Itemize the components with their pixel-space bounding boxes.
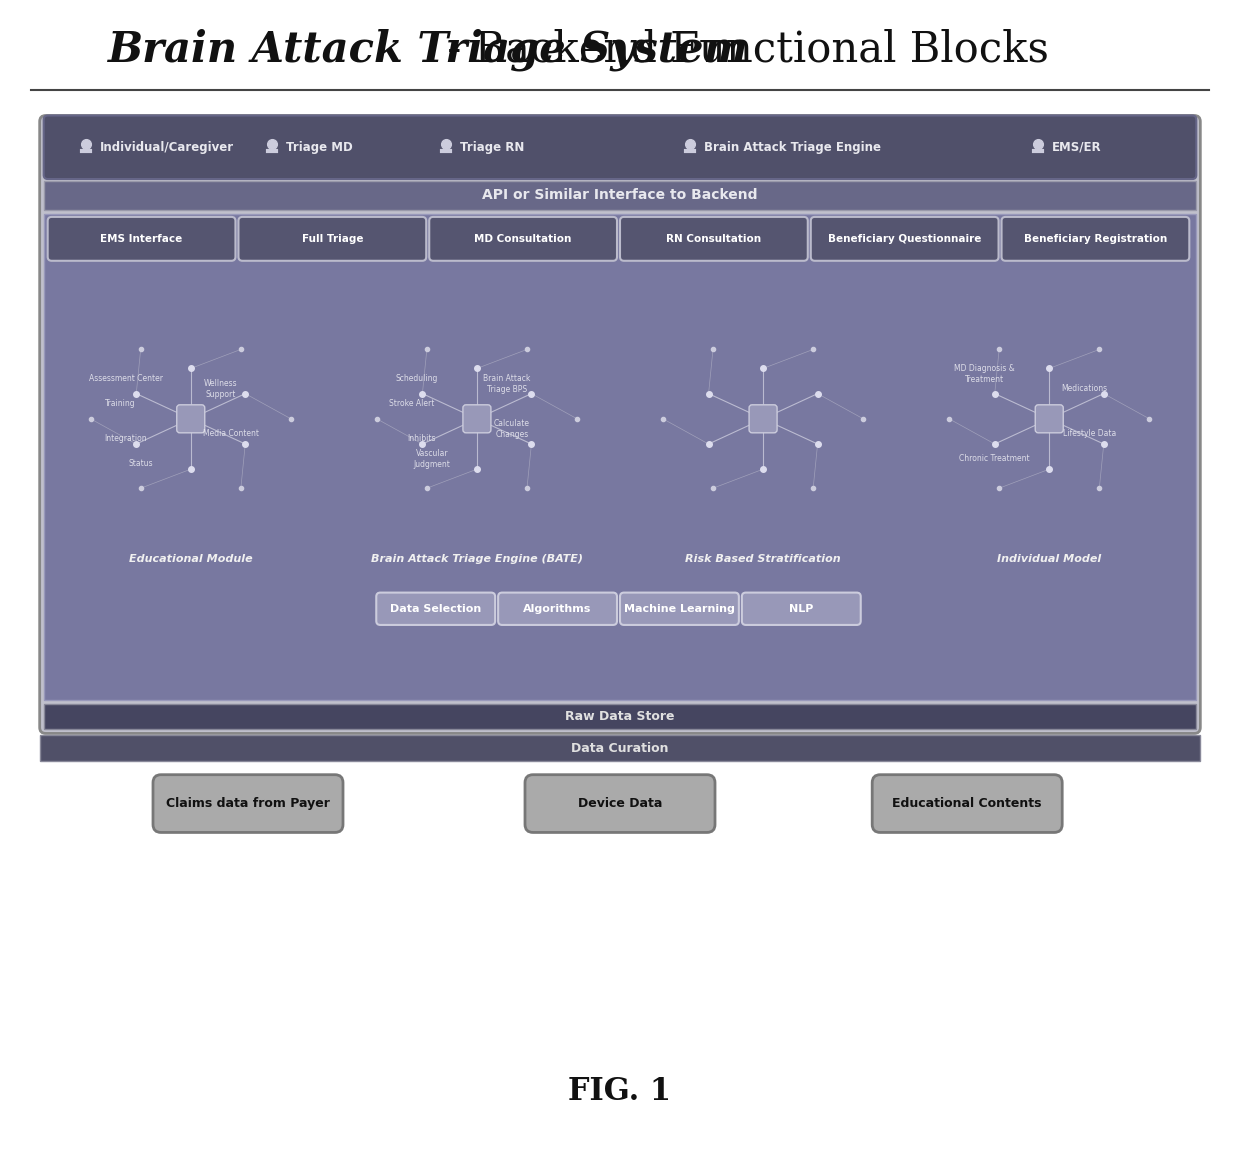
Text: Media Content: Media Content bbox=[203, 430, 259, 438]
Text: Educational Contents: Educational Contents bbox=[893, 797, 1042, 810]
Bar bbox=[43, 214, 1197, 700]
FancyBboxPatch shape bbox=[43, 116, 1197, 179]
FancyBboxPatch shape bbox=[620, 217, 807, 261]
FancyBboxPatch shape bbox=[40, 116, 1200, 733]
FancyBboxPatch shape bbox=[498, 593, 618, 625]
Text: Individual/Caregiver: Individual/Caregiver bbox=[100, 141, 234, 154]
FancyBboxPatch shape bbox=[177, 404, 205, 433]
Text: Triage RN: Triage RN bbox=[460, 141, 525, 154]
Text: API or Similar Interface to Backend: API or Similar Interface to Backend bbox=[482, 188, 758, 202]
Text: Beneficiary Questionnaire: Beneficiary Questionnaire bbox=[828, 233, 981, 244]
Text: Beneficiary Registration: Beneficiary Registration bbox=[1024, 233, 1167, 244]
Text: Vascular
Judgment: Vascular Judgment bbox=[413, 449, 450, 469]
FancyBboxPatch shape bbox=[742, 593, 861, 625]
FancyBboxPatch shape bbox=[47, 217, 236, 261]
Text: MD Consultation: MD Consultation bbox=[475, 233, 572, 244]
Bar bbox=[43, 181, 1197, 210]
Text: Stroke Alert: Stroke Alert bbox=[389, 400, 434, 409]
Text: Medications: Medications bbox=[1061, 385, 1107, 394]
Text: - Backend Functional Blocks: - Backend Functional Blocks bbox=[434, 29, 1049, 70]
Text: Full Triage: Full Triage bbox=[301, 233, 363, 244]
Text: Chronic Treatment: Chronic Treatment bbox=[959, 454, 1029, 463]
Text: Raw Data Store: Raw Data Store bbox=[565, 710, 675, 723]
Text: Brain Attack Triage System: Brain Attack Triage System bbox=[108, 29, 748, 70]
Text: Inhibits: Inhibits bbox=[408, 434, 436, 444]
Text: Integration: Integration bbox=[104, 434, 148, 444]
Text: Individual Model: Individual Model bbox=[997, 554, 1101, 564]
FancyBboxPatch shape bbox=[620, 593, 739, 625]
Text: Lifestyle Data: Lifestyle Data bbox=[1063, 430, 1116, 438]
Text: EMS/ER: EMS/ER bbox=[1052, 141, 1101, 154]
Text: Status: Status bbox=[129, 460, 153, 468]
FancyBboxPatch shape bbox=[463, 404, 491, 433]
Bar bbox=[43, 705, 1197, 730]
Text: Wellness
Support: Wellness Support bbox=[203, 379, 238, 398]
Text: Algorithms: Algorithms bbox=[523, 604, 591, 613]
Text: Scheduling: Scheduling bbox=[396, 374, 438, 383]
Text: Device Data: Device Data bbox=[578, 797, 662, 810]
Text: Brain Attack Triage Engine (BATE): Brain Attack Triage Engine (BATE) bbox=[371, 554, 583, 564]
FancyBboxPatch shape bbox=[1035, 404, 1063, 433]
Text: Triage MD: Triage MD bbox=[285, 141, 352, 154]
Text: Brain Attack
Triage BPS: Brain Attack Triage BPS bbox=[484, 374, 531, 394]
Text: Claims data from Payer: Claims data from Payer bbox=[166, 797, 330, 810]
FancyBboxPatch shape bbox=[238, 217, 427, 261]
FancyBboxPatch shape bbox=[153, 775, 343, 833]
Text: Brain Attack Triage Engine: Brain Attack Triage Engine bbox=[703, 141, 880, 154]
Text: Risk Based Stratification: Risk Based Stratification bbox=[686, 554, 841, 564]
FancyBboxPatch shape bbox=[376, 593, 495, 625]
FancyBboxPatch shape bbox=[872, 775, 1063, 833]
Text: NLP: NLP bbox=[789, 604, 813, 613]
Text: Machine Learning: Machine Learning bbox=[624, 604, 735, 613]
Text: EMS Interface: EMS Interface bbox=[100, 233, 182, 244]
FancyBboxPatch shape bbox=[749, 404, 777, 433]
Text: Calculate
Changes: Calculate Changes bbox=[494, 419, 529, 439]
FancyBboxPatch shape bbox=[811, 217, 998, 261]
Text: Data Curation: Data Curation bbox=[572, 742, 668, 754]
FancyBboxPatch shape bbox=[525, 775, 715, 833]
Text: RN Consultation: RN Consultation bbox=[666, 233, 761, 244]
Text: FIG. 1: FIG. 1 bbox=[568, 1076, 672, 1106]
FancyBboxPatch shape bbox=[1002, 217, 1189, 261]
Text: Training: Training bbox=[105, 400, 136, 409]
Text: Data Selection: Data Selection bbox=[391, 604, 481, 613]
Text: Assessment Center: Assessment Center bbox=[89, 374, 162, 383]
FancyBboxPatch shape bbox=[429, 217, 618, 261]
Text: Educational Module: Educational Module bbox=[129, 554, 253, 564]
Bar bbox=[40, 736, 1200, 761]
Text: MD Diagnosis &
Treatment: MD Diagnosis & Treatment bbox=[954, 364, 1014, 383]
